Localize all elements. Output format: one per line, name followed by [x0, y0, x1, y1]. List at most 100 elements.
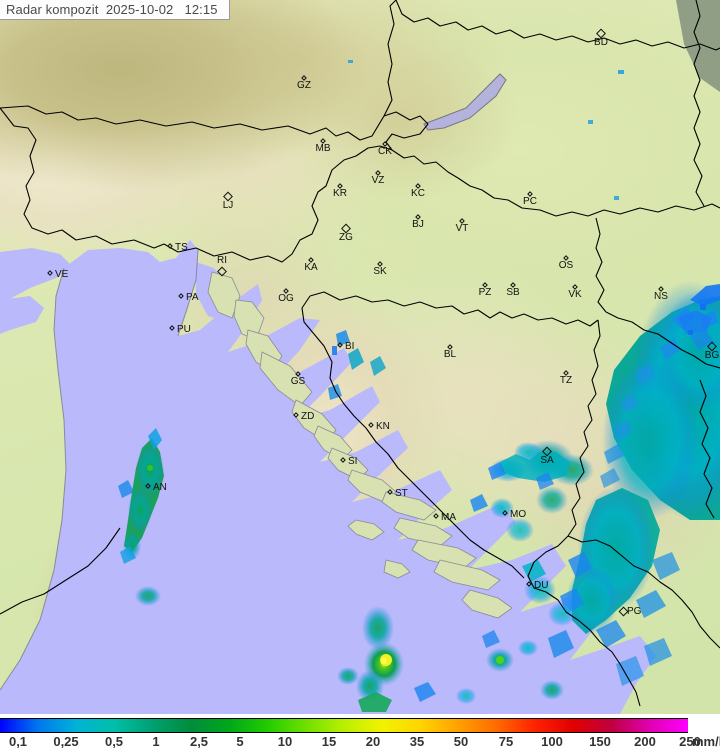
legend-tick-6: 10 — [277, 734, 293, 749]
city-label: RI — [217, 255, 227, 266]
island-ciovo — [381, 491, 437, 521]
city-diamond-icon — [382, 141, 388, 147]
city-diamond-icon — [47, 270, 53, 276]
italy-coastline — [0, 267, 67, 691]
city-diamond-icon — [707, 341, 717, 352]
islands-layer — [207, 271, 513, 619]
city-label: SA — [540, 455, 554, 466]
legend-tick-4: 2,5 — [189, 734, 209, 749]
city-label: PG — [627, 606, 642, 617]
city-label: PU — [177, 324, 191, 335]
legend-tick-5: 5 — [236, 734, 244, 749]
city-diamond-icon — [563, 370, 569, 376]
title-bar: Radar kompozit 2025-10-02 12:15 — [0, 0, 230, 20]
legend-tick-7: 15 — [321, 734, 337, 749]
city-diamond-icon — [618, 606, 629, 617]
city-label: BJ — [412, 219, 424, 230]
city-label: ZD — [301, 411, 315, 422]
city-diamond-icon — [337, 342, 343, 348]
city-label: BG — [704, 350, 720, 361]
adriatic-sea — [0, 240, 656, 714]
political-borders-layer — [0, 0, 720, 707]
city-label: VE — [55, 269, 69, 280]
city-label: MO — [510, 509, 527, 520]
city-label: SK — [373, 266, 387, 277]
city-diamond-icon — [415, 214, 421, 220]
city-markers-layer: BD GZ MB CK VZ KR KC PC LJ BJ VT ZG TS OS KA SK RI VE PZ SB… — [47, 28, 720, 617]
city-diamond-icon — [341, 223, 351, 234]
legend-tick-8: 20 — [365, 734, 381, 749]
legend-gradient-bar — [0, 718, 688, 733]
legend-tick-3: 1 — [152, 734, 160, 749]
island-vis — [347, 519, 385, 541]
legend-tick-14: 200 — [634, 734, 656, 749]
island-korcula — [433, 559, 501, 591]
city-label: MA — [441, 512, 456, 523]
legend-tick-labels: 0,1 0,25 0,5 1 2,5 5 10 15 20 35 50 75 100 150 200 250 — [0, 734, 720, 751]
echo-region-belgrade — [678, 304, 714, 350]
city-diamond-icon — [563, 255, 569, 261]
city-diamond-icon — [375, 170, 381, 176]
city-diamond-icon — [167, 243, 173, 249]
radar-echo-layer — [118, 60, 720, 712]
legend-tick-15: 250 — [679, 734, 701, 749]
sea-layer — [0, 0, 720, 714]
legend-tick-12: 100 — [541, 734, 563, 749]
city-label: SI — [348, 456, 358, 467]
city-diamond-icon — [320, 138, 326, 144]
city-diamond-icon — [658, 286, 664, 292]
city-label: BD — [594, 37, 608, 48]
city-label: NS — [654, 291, 668, 302]
city-label: VK — [568, 289, 582, 300]
city-label: KC — [411, 188, 425, 199]
city-diamond-icon — [482, 282, 488, 288]
city-diamond-icon — [572, 284, 578, 290]
city-diamond-icon — [368, 422, 374, 428]
echo-region-sarajevo — [470, 440, 594, 542]
city-label: KA — [304, 262, 318, 273]
city-diamond-icon — [526, 581, 532, 587]
legend-unit-label: mm/h — [692, 734, 720, 749]
city-diamond-icon — [447, 344, 453, 350]
city-diamond-icon — [502, 510, 508, 516]
city-label: AN — [153, 482, 167, 493]
echo-region-central-adriatic — [337, 606, 564, 712]
city-diamond-icon — [308, 257, 314, 263]
radar-map[interactable]: BD GZ MB CK VZ KR KC PC LJ BJ VT ZG TS OS KA SK RI VE PZ SB… — [0, 0, 720, 714]
city-label: KN — [376, 421, 390, 432]
city-label: GS — [290, 376, 306, 387]
island-solta — [383, 559, 411, 579]
legend-tick-0: 0,1 — [8, 734, 28, 749]
city-label: PZ — [478, 287, 492, 298]
city-diamond-icon — [337, 183, 343, 189]
echo-region-montenegro — [560, 486, 680, 686]
city-diamond-icon — [596, 28, 606, 39]
island-cres — [207, 271, 241, 319]
city-diamond-icon — [459, 218, 465, 224]
city-diamond-icon — [283, 288, 289, 294]
legend-tick-2: 0,5 — [104, 734, 124, 749]
city-label: MB — [315, 143, 331, 154]
city-diamond-icon — [415, 183, 421, 189]
legend-tick-9: 35 — [409, 734, 425, 749]
island-peljesac — [461, 589, 513, 619]
city-diamond-icon — [301, 75, 307, 81]
title-text: Radar kompozit 2025-10-02 12:15 — [6, 2, 218, 17]
lake-balaton — [423, 73, 507, 131]
city-label: TZ — [559, 375, 573, 386]
city-diamond-icon — [223, 191, 233, 202]
legend-tick-11: 75 — [498, 734, 514, 749]
city-diamond-icon — [295, 371, 301, 377]
city-label: PA — [186, 292, 199, 303]
city-label: LJ — [222, 200, 234, 211]
legend-tick-10: 50 — [453, 734, 469, 749]
city-label: KR — [333, 188, 347, 199]
city-diamond-icon — [527, 191, 533, 197]
po-delta-water — [0, 296, 44, 334]
city-diamond-icon — [542, 446, 552, 457]
city-diamond-icon — [387, 489, 393, 495]
city-diamond-icon — [178, 293, 184, 299]
city-diamond-icon — [377, 261, 383, 267]
legend-tick-13: 150 — [589, 734, 611, 749]
